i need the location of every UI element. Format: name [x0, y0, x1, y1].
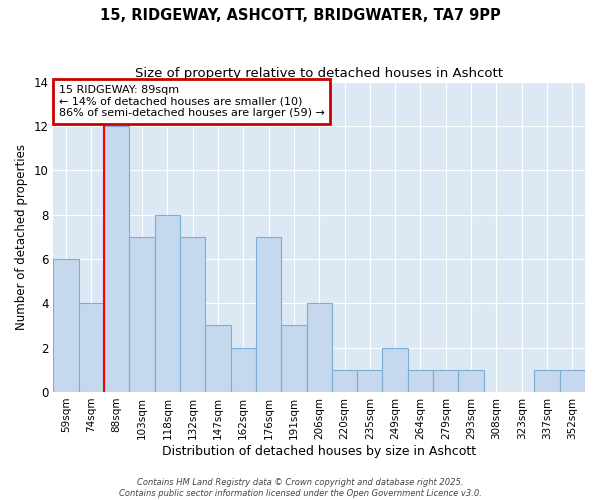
Title: Size of property relative to detached houses in Ashcott: Size of property relative to detached ho…	[135, 68, 503, 80]
Text: 15 RIDGEWAY: 89sqm
← 14% of detached houses are smaller (10)
86% of semi-detache: 15 RIDGEWAY: 89sqm ← 14% of detached hou…	[59, 85, 325, 118]
Bar	[560, 370, 585, 392]
X-axis label: Distribution of detached houses by size in Ashcott: Distribution of detached houses by size …	[162, 444, 476, 458]
Bar	[256, 237, 281, 392]
Bar	[155, 214, 180, 392]
Bar	[230, 348, 256, 392]
Bar	[79, 304, 104, 392]
Bar	[307, 304, 332, 392]
Bar	[104, 126, 130, 392]
Y-axis label: Number of detached properties: Number of detached properties	[15, 144, 28, 330]
Text: Contains HM Land Registry data © Crown copyright and database right 2025.
Contai: Contains HM Land Registry data © Crown c…	[119, 478, 481, 498]
Bar	[53, 259, 79, 392]
Bar	[357, 370, 382, 392]
Bar	[535, 370, 560, 392]
Bar	[281, 326, 307, 392]
Text: 15, RIDGEWAY, ASHCOTT, BRIDGWATER, TA7 9PP: 15, RIDGEWAY, ASHCOTT, BRIDGWATER, TA7 9…	[100, 8, 500, 22]
Bar	[180, 237, 205, 392]
Bar	[130, 237, 155, 392]
Bar	[408, 370, 433, 392]
Bar	[332, 370, 357, 392]
Bar	[458, 370, 484, 392]
Bar	[433, 370, 458, 392]
Bar	[205, 326, 230, 392]
Bar	[382, 348, 408, 392]
